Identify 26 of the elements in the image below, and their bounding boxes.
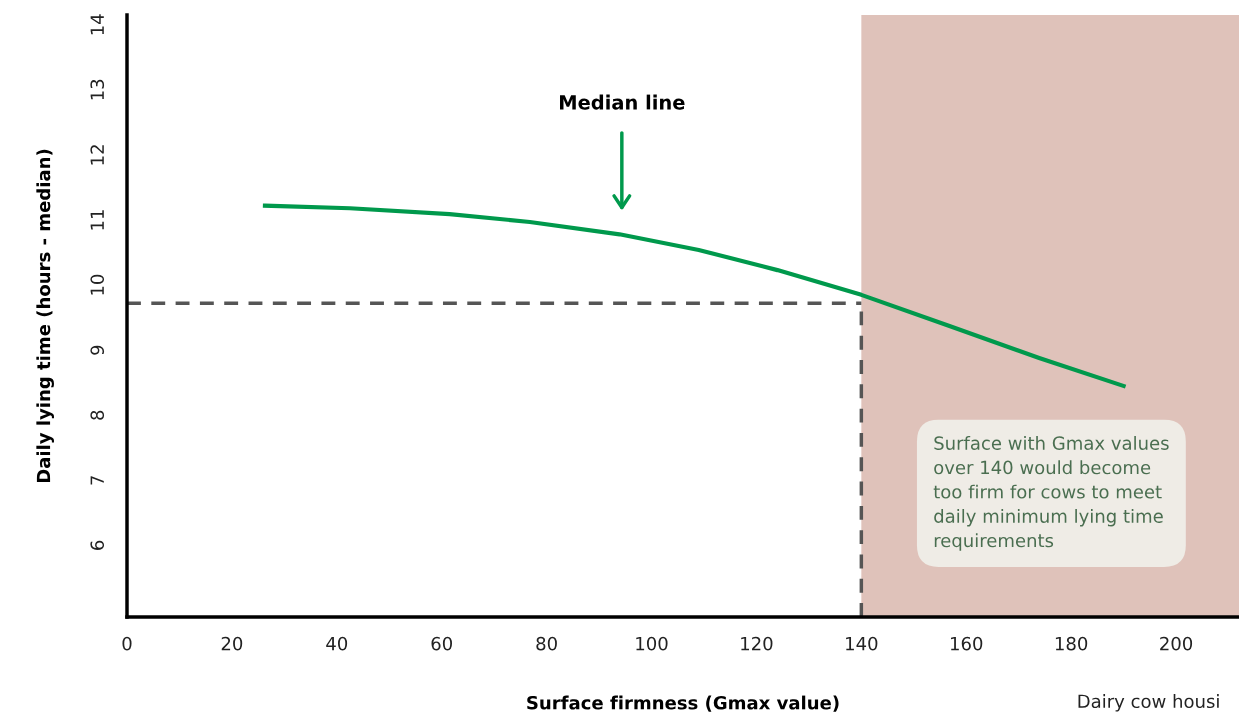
x-tick-label: 0 (122, 636, 132, 651)
y-tick-label: 8 (90, 410, 105, 420)
y-tick-label: 6 (90, 540, 105, 550)
annotation: Surface with Gmax values over 140 would become too firm for cows to meet daily minimum lying time requirements (933, 435, 1169, 551)
y-tick-label: 14 (90, 14, 104, 35)
x-tick-label: 100 (636, 636, 668, 651)
y-tick-label: 9 (90, 345, 105, 355)
x-tick-label: 80 (536, 636, 557, 651)
x-tick-label: 20 (221, 636, 243, 651)
x-tick-label: 120 (741, 636, 773, 651)
y-tick-label: 13 (90, 79, 105, 100)
y-tick-label: 7 (90, 476, 104, 485)
y-tick-label: 12 (90, 145, 104, 165)
y-tick-label: 11 (90, 210, 104, 230)
x-axis-title: Surface firmness (Gmax value) (527, 695, 839, 712)
x-tick-label: 180 (1055, 636, 1088, 651)
x-tick-label: 160 (951, 636, 983, 651)
x-tick-label: 60 (431, 636, 453, 651)
x-tick-label: 140 (846, 636, 878, 651)
annotation: Median line (560, 94, 685, 110)
y-axis-title: Daily lying time (hours - median) (36, 149, 54, 483)
x-tick-label: 200 (1160, 636, 1193, 651)
text: Dairy cow housi (1078, 694, 1219, 712)
y-tick-label: 10 (90, 274, 105, 295)
x-tick-label: 40 (326, 636, 348, 651)
line-series (262, 203, 1126, 389)
